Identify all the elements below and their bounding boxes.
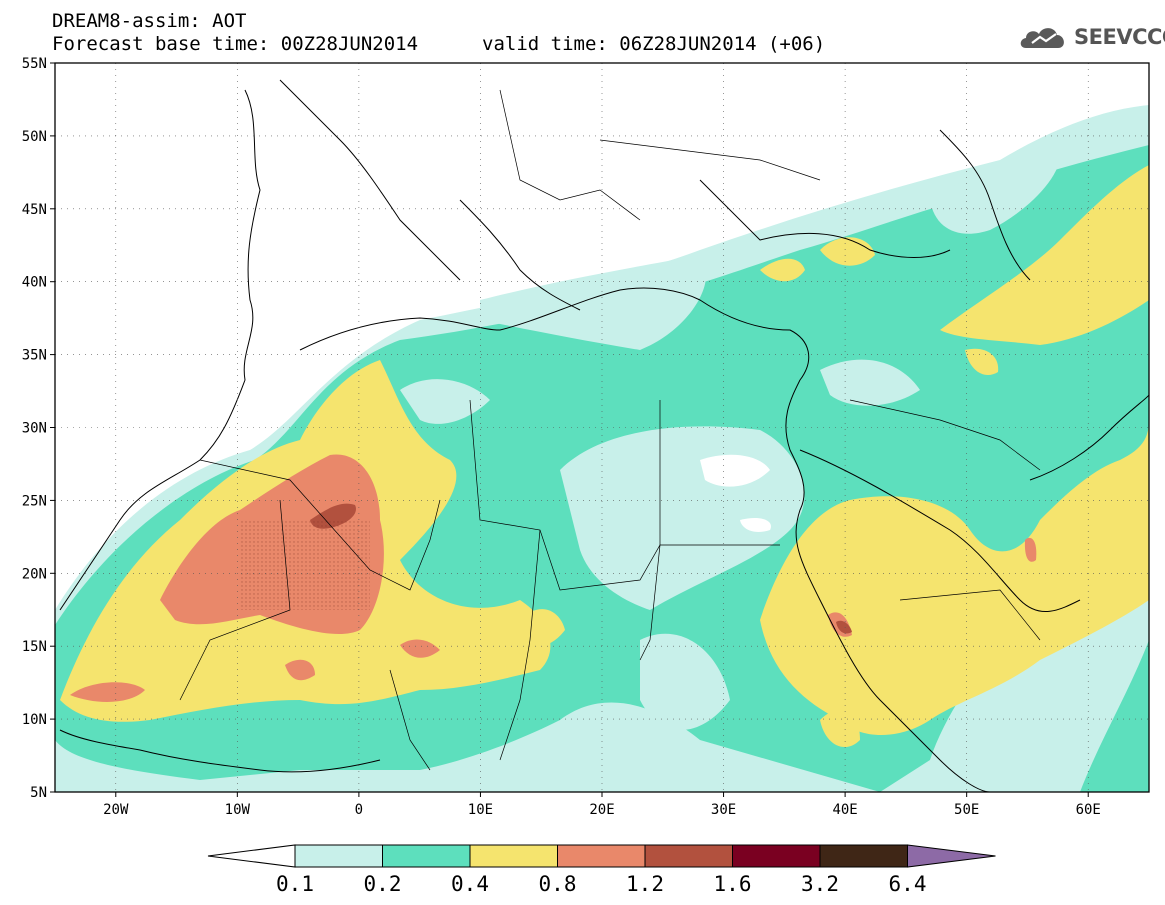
latitude-label: 25N [22,493,47,509]
longitude-label: 50E [954,802,979,818]
colorbar-swatch [294,844,383,868]
longitude-label: 40E [832,802,857,818]
colorbar-swatch [557,844,646,868]
colorbar-swatch [469,844,558,868]
longitude-label: 20W [103,802,129,818]
longitude-label: 10W [225,802,251,818]
latitude-label: 55N [22,56,47,72]
logo-text: SEEVCCC [1074,25,1165,49]
longitude-label: 20E [589,802,614,818]
latitude-label: 50N [22,129,47,145]
colorbar-label: 0.2 [364,872,402,896]
latitude-labels: 55N 50N 45N 40N 35N 30N 25N 20N 15N 10N 5N [22,56,55,801]
latitude-label: 35N [22,348,47,364]
latitude-label: 5N [30,785,47,801]
colorbar-swatch [732,844,821,868]
graticule [55,63,1149,792]
colorbar-label: 3.2 [801,872,839,896]
longitude-label: 10E [468,802,493,818]
longitude-label: 0 [355,802,363,818]
base-time-label: Forecast base time: 00Z28JUN2014 [52,33,419,55]
colorbar-label: 0.1 [276,872,314,896]
colorbar-high-arrow [907,844,996,868]
colorbar-label: 1.2 [626,872,664,896]
colorbar-label: 0.4 [451,872,489,896]
latitude-label: 40N [22,275,47,291]
colorbar-label: 6.4 [889,872,927,896]
valid-time-label: valid time: 06Z28JUN2014 (+06) [482,33,826,55]
cloud-logo-icon [1020,28,1064,48]
map-title: DREAM8-assim: AOT [52,10,247,32]
colorbar-label: 0.8 [539,872,577,896]
latitude-label: 15N [22,639,47,655]
latitude-label: 20N [22,566,47,582]
colorbar-low-arrow [207,844,296,868]
longitude-labels: 20W 10W 0 10E 20E 30E 40E 50E 60E [103,792,1101,818]
latitude-label: 45N [22,202,47,218]
longitude-label: 60E [1076,802,1101,818]
colorbar-swatch [644,844,733,868]
aot-field [55,63,1149,792]
seevccc-logo: SEEVCCC [1018,22,1165,52]
longitude-label: 30E [711,802,736,818]
colorbar-label: 1.6 [714,872,752,896]
colorbar-swatch [819,844,908,868]
country-borders [179,89,1041,771]
latitude-label: 10N [22,712,47,728]
coastlines [59,79,1149,792]
colorbar-swatch [382,844,471,868]
latitude-label: 30N [22,421,47,437]
colorbar: 0.1 0.2 0.4 0.8 1.2 1.6 3.2 6.4 [207,844,996,896]
